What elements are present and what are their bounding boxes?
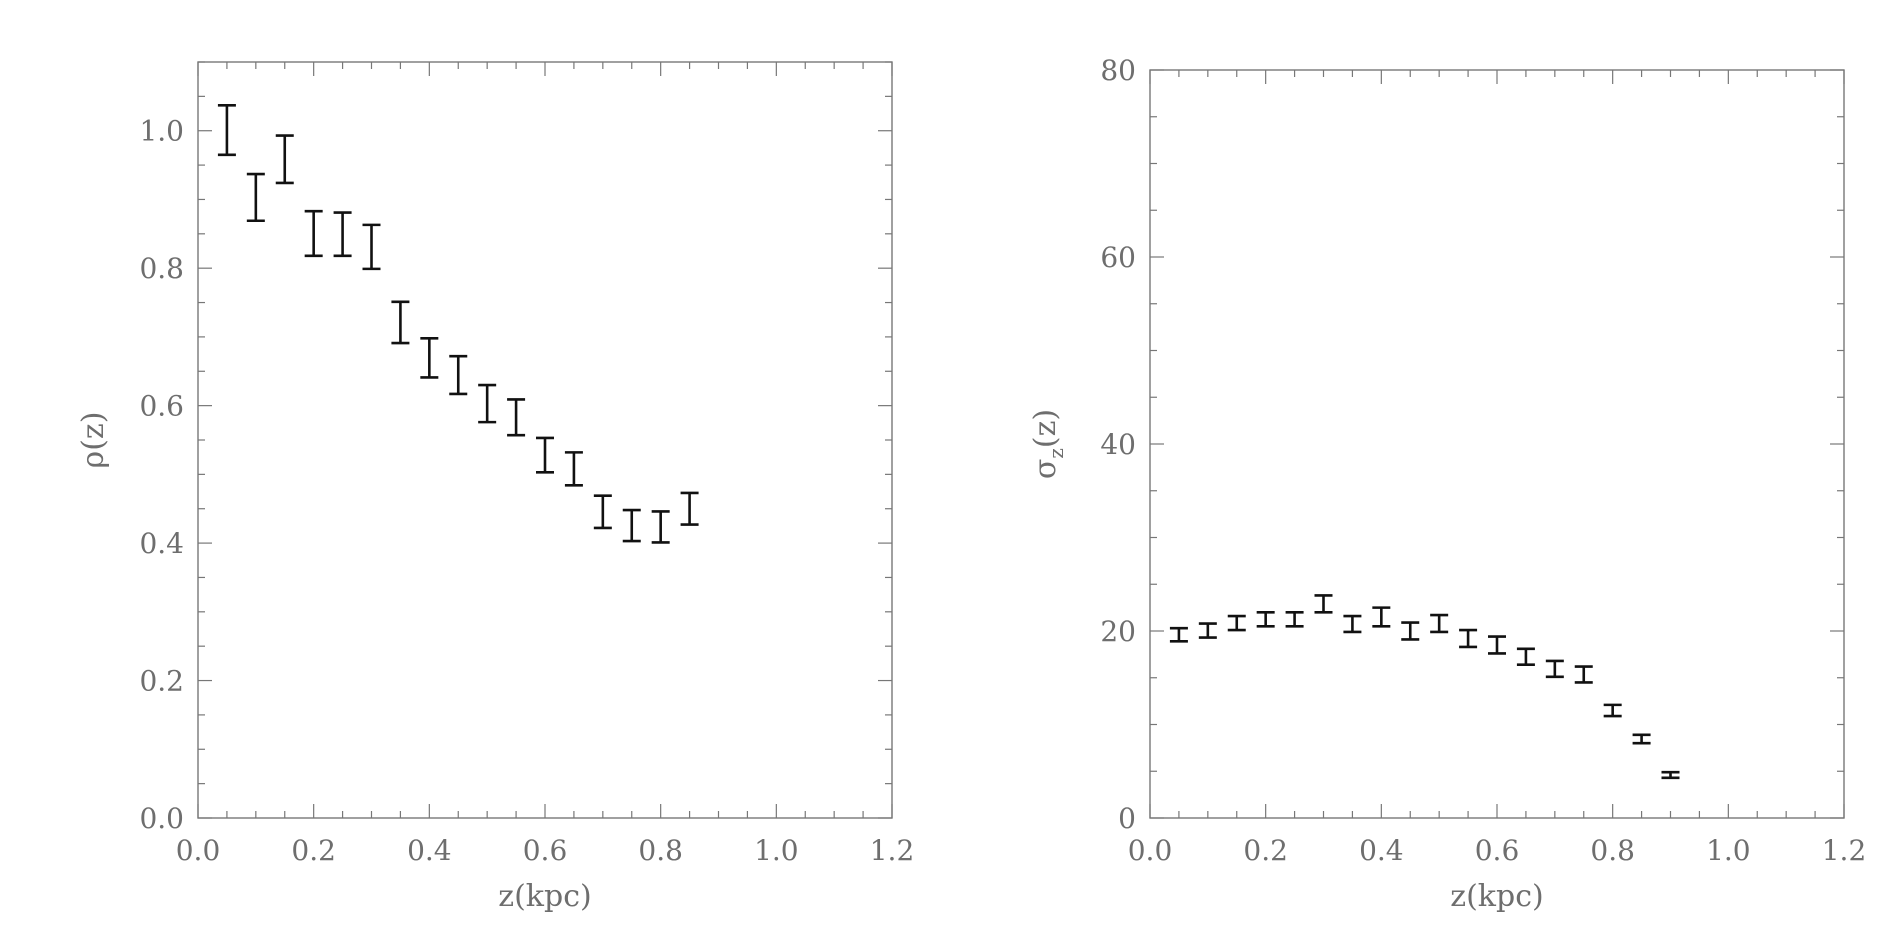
error-bar: [1401, 621, 1420, 641]
y-tick-label: 80: [1100, 54, 1136, 87]
error-bar: [1314, 594, 1333, 614]
y-tick-label: 0.2: [139, 665, 184, 698]
error-bar: [391, 300, 410, 345]
x-tick-label: 1.0: [754, 834, 799, 867]
error-bar: [1516, 647, 1535, 666]
error-bar: [275, 134, 294, 185]
x-tick-label: 0.4: [407, 834, 452, 867]
error-bar: [1603, 703, 1622, 718]
y-tick-label: 0.4: [139, 527, 184, 560]
x-tick-label: 0.2: [291, 834, 336, 867]
error-bar: [333, 211, 352, 258]
error-bar: [217, 103, 236, 157]
error-bar: [1430, 613, 1449, 634]
error-bar: [1632, 733, 1651, 745]
error-bar: [420, 336, 439, 379]
y-tick-label: 0.6: [139, 390, 184, 423]
y-axis-label: σz(z): [1028, 409, 1068, 479]
plot-frame: [1149, 69, 1845, 819]
error-bar: [478, 383, 497, 424]
x-tick-label: 0.2: [1243, 834, 1288, 867]
x-tick-label: 1.2: [870, 834, 915, 867]
velocity-dispersion-panel: 0.0 0.2 0.4 0.6 0.8 1.0 1.2 0 20 40 60 80 z(kpc) σz(z…: [1028, 54, 1866, 914]
error-bar: [1285, 610, 1304, 628]
error-bar: [1169, 626, 1188, 643]
x-tick-label: 0.8: [1590, 834, 1635, 867]
x-tick-label: 0.8: [638, 834, 683, 867]
x-tick-label: 0.6: [1475, 834, 1520, 867]
x-tick-label: 1.0: [1706, 834, 1751, 867]
error-bar: [1488, 635, 1506, 655]
error-bar: [362, 223, 381, 271]
x-tick-label: 0.0: [176, 834, 221, 867]
x-tick-label: 1.2: [1822, 834, 1867, 867]
error-bar: [651, 510, 670, 544]
error-bar: [304, 209, 323, 258]
error-bar: [564, 451, 583, 487]
y-tick-label: 0.8: [139, 252, 184, 285]
y-tick-label: 0.0: [139, 802, 184, 835]
error-bar: [536, 436, 554, 474]
y-tick-label: 40: [1100, 428, 1136, 461]
error-bar: [622, 508, 641, 543]
density-profile-panel: 0.0 0.2 0.4 0.6 0.8 1.0 1.2 0.0 0.2 0.4 0.6 0.8 1.0 z…: [76, 61, 915, 914]
y-tick-label: 0: [1118, 802, 1136, 835]
error-bar: [1372, 606, 1391, 628]
error-bar: [1459, 628, 1478, 649]
error-bar: [1227, 614, 1246, 632]
y-axis-label: ρ(z): [76, 412, 111, 469]
x-axis-label: z(kpc): [498, 879, 591, 914]
error-bar: [1574, 665, 1593, 684]
y-tick-label: 1.0: [139, 115, 184, 148]
error-bar: [246, 172, 265, 223]
error-bar: [449, 354, 468, 396]
error-bar: [1545, 659, 1564, 679]
error-bar: [680, 491, 699, 526]
error-bar: [1343, 614, 1362, 634]
error-bar: [593, 494, 612, 530]
error-bar: [1198, 622, 1217, 639]
y-tick-label: 60: [1100, 241, 1136, 274]
y-tick-label: 20: [1100, 615, 1136, 648]
x-tick-label: 0.0: [1128, 834, 1173, 867]
x-tick-label: 0.4: [1359, 834, 1404, 867]
x-tick-label: 0.6: [523, 834, 568, 867]
error-bar: [1256, 610, 1275, 628]
error-bar: [1661, 770, 1680, 780]
x-axis-label: z(kpc): [1450, 879, 1543, 914]
error-bar: [507, 398, 526, 437]
